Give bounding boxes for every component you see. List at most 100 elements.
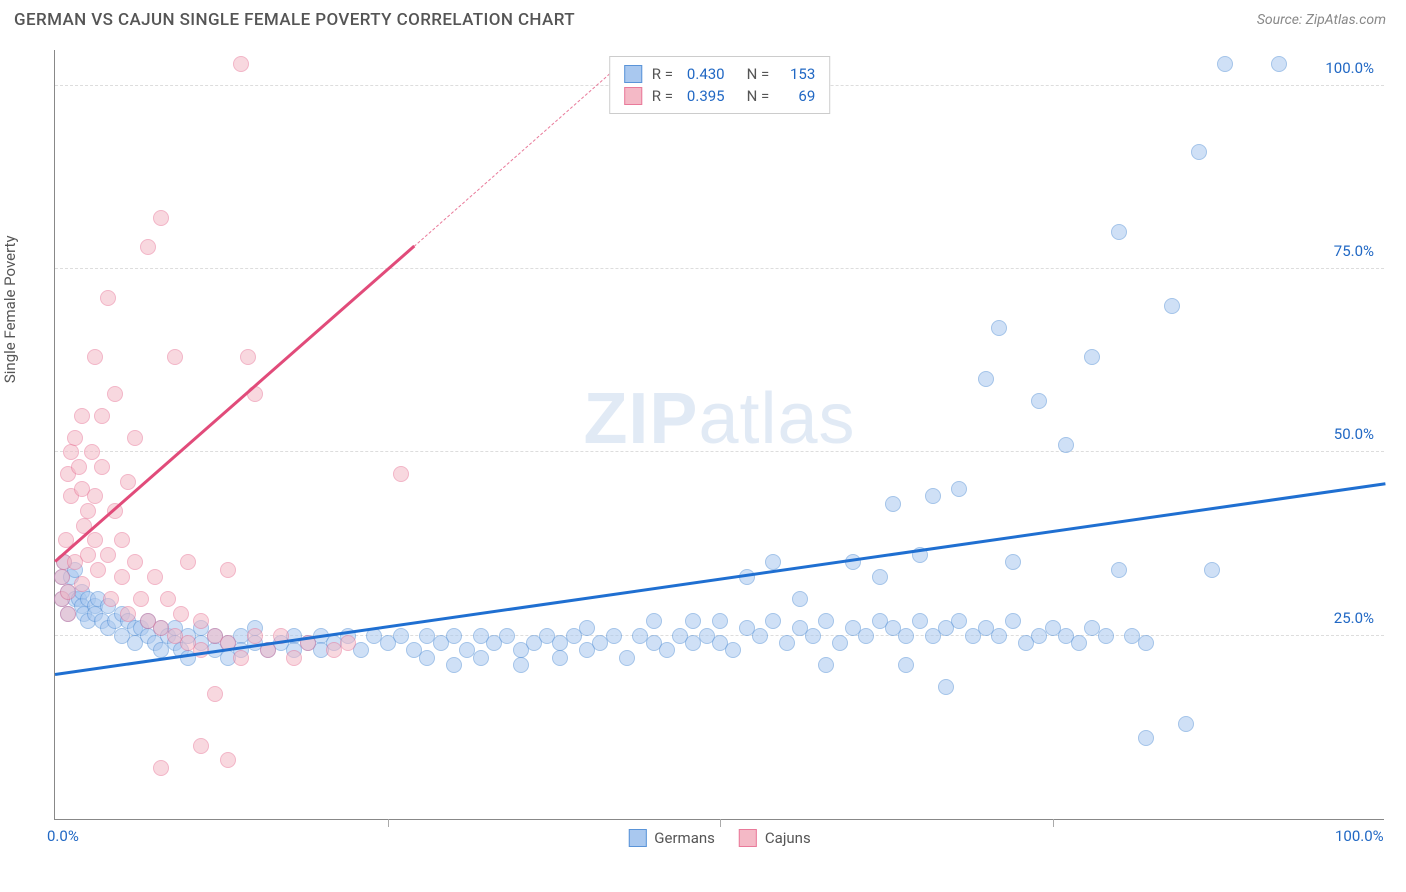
scatter-point <box>779 635 795 651</box>
scatter-point <box>74 576 90 592</box>
scatter-point <box>552 650 568 666</box>
y-tick-label: 25.0% <box>1334 609 1374 627</box>
scatter-point <box>114 569 130 585</box>
scatter-point <box>1138 635 1154 651</box>
scatter-point <box>100 547 116 563</box>
x-tick-label: 100.0% <box>1335 827 1384 845</box>
y-tick-label: 75.0% <box>1334 242 1374 260</box>
legend-row: R =0.395N =69 <box>624 85 816 107</box>
scatter-point <box>765 613 781 629</box>
scatter-point <box>951 481 967 497</box>
scatter-point <box>1217 56 1233 72</box>
scatter-point <box>193 613 209 629</box>
legend-n-value: 69 <box>783 87 815 105</box>
scatter-point <box>80 547 96 563</box>
scatter-point <box>513 657 529 673</box>
grid-line <box>55 451 1384 452</box>
scatter-point <box>393 628 409 644</box>
scatter-point <box>87 488 103 504</box>
plot-area: ZIPatlas R =0.430N =153R =0.395N =69 Ger… <box>54 50 1384 820</box>
scatter-point <box>858 628 874 644</box>
scatter-point <box>193 738 209 754</box>
scatter-point <box>872 569 888 585</box>
scatter-point <box>1071 635 1087 651</box>
scatter-point <box>1005 554 1021 570</box>
chart-container: Single Female Poverty ZIPatlas R =0.430N… <box>14 44 1392 852</box>
scatter-point <box>120 474 136 490</box>
scatter-point <box>1058 437 1074 453</box>
scatter-point <box>925 488 941 504</box>
x-tick <box>388 819 389 827</box>
scatter-point <box>1031 393 1047 409</box>
scatter-point <box>912 613 928 629</box>
legend-n-label: N = <box>747 87 770 105</box>
legend-n-value: 153 <box>783 65 815 83</box>
scatter-point <box>220 752 236 768</box>
scatter-point <box>712 613 728 629</box>
scatter-point <box>885 496 901 512</box>
scatter-point <box>446 628 462 644</box>
legend-r-label: R = <box>652 65 673 83</box>
legend-correlation: R =0.430N =153R =0.395N =69 <box>609 56 831 114</box>
scatter-point <box>120 606 136 622</box>
scatter-point <box>898 657 914 673</box>
scatter-point <box>147 569 163 585</box>
scatter-point <box>978 371 994 387</box>
scatter-point <box>286 650 302 666</box>
scatter-point <box>87 349 103 365</box>
scatter-point <box>752 628 768 644</box>
scatter-point <box>938 679 954 695</box>
scatter-point <box>818 613 834 629</box>
scatter-point <box>103 591 119 607</box>
legend-n-label: N = <box>747 65 770 83</box>
scatter-point <box>240 349 256 365</box>
scatter-point <box>991 628 1007 644</box>
scatter-point <box>991 320 1007 336</box>
watermark: ZIPatlas <box>583 378 855 460</box>
scatter-point <box>114 532 130 548</box>
scatter-point <box>1271 56 1287 72</box>
scatter-point <box>725 642 741 658</box>
legend-label: Germans <box>654 829 715 847</box>
x-tick-label: 0.0% <box>47 827 79 845</box>
source-attribution: Source: ZipAtlas.com <box>1257 12 1386 28</box>
scatter-point <box>606 628 622 644</box>
scatter-point <box>1164 298 1180 314</box>
legend-item: Germans <box>628 829 715 847</box>
scatter-point <box>153 210 169 226</box>
legend-r-value: 0.430 <box>687 65 725 83</box>
legend-item: Cajuns <box>739 829 811 847</box>
legend-swatch <box>628 829 646 847</box>
scatter-point <box>160 591 176 607</box>
legend-swatch <box>624 87 642 105</box>
scatter-point <box>659 642 675 658</box>
scatter-point <box>153 760 169 776</box>
scatter-point <box>87 532 103 548</box>
scatter-point <box>1111 562 1127 578</box>
scatter-point <box>765 554 781 570</box>
legend-r-value: 0.395 <box>687 87 725 105</box>
scatter-point <box>220 562 236 578</box>
scatter-point <box>173 606 189 622</box>
scatter-point <box>685 613 701 629</box>
grid-line <box>55 268 1384 269</box>
scatter-point <box>1178 716 1194 732</box>
scatter-point <box>74 408 90 424</box>
scatter-point <box>94 408 110 424</box>
scatter-point <box>207 686 223 702</box>
scatter-point <box>107 386 123 402</box>
scatter-point <box>646 613 662 629</box>
scatter-point <box>140 239 156 255</box>
scatter-point <box>233 650 249 666</box>
scatter-point <box>133 591 149 607</box>
scatter-point <box>579 620 595 636</box>
scatter-point <box>54 569 70 585</box>
scatter-point <box>340 635 356 651</box>
scatter-point <box>805 628 821 644</box>
scatter-point <box>792 591 808 607</box>
scatter-point <box>71 459 87 475</box>
scatter-point <box>619 650 635 666</box>
x-tick <box>720 819 721 827</box>
legend-swatch <box>624 65 642 83</box>
scatter-point <box>84 444 100 460</box>
